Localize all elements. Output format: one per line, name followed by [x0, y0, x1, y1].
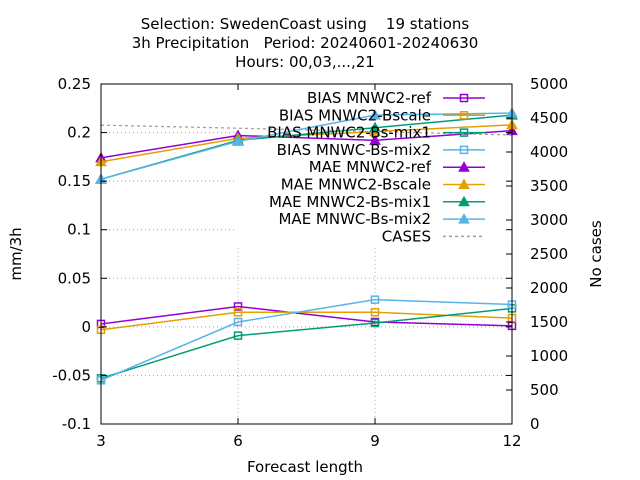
legend-entry: BIAS MNWC-Bs-mix2	[277, 141, 485, 159]
x-axis-label: Forecast length	[247, 458, 363, 476]
series-line	[100, 124, 513, 163]
y2-tick-label: 4000	[530, 143, 568, 161]
series-line	[100, 112, 513, 180]
legend-entry: MAE MNWC2-ref	[309, 158, 485, 176]
legend-marker	[459, 145, 469, 155]
y-tick-label: 0.15	[58, 172, 91, 190]
legend-label: MAE MNWC2-Bs-mix1	[269, 193, 431, 211]
legend-label: MAE MNWC-Bs-mix2	[278, 210, 431, 228]
data-point	[369, 134, 381, 145]
legend-label: BIAS MNWC2-Bscale	[279, 106, 431, 124]
legend-label: BIAS MNWC-Bs-mix2	[277, 141, 431, 159]
y2-tick-label: 0	[530, 415, 540, 433]
data-point	[233, 308, 243, 317]
legend-marker	[458, 195, 470, 207]
title-line-2: 3h Precipitation Period: 20240601-202406…	[131, 34, 479, 52]
y2-tick-label: 1500	[530, 313, 568, 331]
series-line	[100, 298, 513, 381]
legend-entry: MAE MNWC-Bs-mix2	[278, 210, 485, 228]
y-tick-label: 0.25	[58, 75, 91, 93]
y2-tick-label: 1000	[530, 347, 568, 365]
y-tick-label: 0.2	[67, 124, 91, 142]
data-point	[233, 331, 243, 340]
data-point	[369, 109, 381, 120]
y-tick-label: -0.05	[52, 366, 91, 384]
legend-marker	[459, 111, 469, 120]
y2-tick-label: 3000	[530, 211, 568, 229]
y2-tick-label: 3500	[530, 177, 568, 195]
legend-label: CASES	[382, 227, 431, 245]
legend-marker	[459, 93, 469, 103]
y-tick-label: 0	[81, 318, 91, 336]
legend-entry: BIAS MNWC2-Bs-mix1	[267, 124, 485, 142]
legend-marker	[459, 128, 469, 137]
y-tick-label: 0.1	[67, 221, 91, 239]
legend-entry: BIAS MNWC2-Bscale	[279, 106, 485, 124]
y2-tick-label: 500	[530, 381, 559, 399]
y2-axis-label: No cases	[587, 220, 605, 288]
legend-entry: CASES	[382, 227, 485, 245]
legend-marker	[458, 178, 470, 189]
series-line	[100, 129, 513, 159]
series-line	[100, 305, 513, 327]
x-tick-label: 12	[502, 432, 521, 450]
y-tick-label: 0.05	[58, 269, 91, 287]
legend-label: BIAS MNWC2-Bs-mix1	[267, 124, 431, 142]
y-tick-label: -0.1	[62, 415, 91, 433]
legend-label: BIAS MNWC2-ref	[307, 89, 432, 107]
x-tick-label: 6	[233, 432, 243, 450]
series-line	[100, 307, 513, 380]
y-axis-label: mm/3h	[7, 227, 25, 280]
data-point	[370, 308, 380, 317]
legend-label: MAE MNWC2-ref	[309, 158, 432, 176]
legend-entry: BIAS MNWC2-ref	[307, 89, 485, 107]
data-point	[370, 318, 380, 328]
chart-title: Selection: SwedenCoast using 19 stations…	[0, 15, 610, 72]
x-tick-label: 3	[96, 432, 106, 450]
legend-entry: MAE MNWC2-Bscale	[281, 176, 485, 194]
x-tick-label: 9	[370, 432, 380, 450]
data-point	[233, 317, 243, 327]
series-3	[96, 295, 517, 385]
y2-tick-label: 5000	[530, 75, 568, 93]
y2-tick-label: 2500	[530, 245, 568, 263]
axes: -0.1 -0.05 0 0.05 0.1 0.15 0.2 0.25 0 500 1000 1500…	[52, 75, 568, 450]
legend-marker	[458, 213, 470, 224]
data-point	[370, 295, 380, 304]
series-7	[95, 107, 518, 184]
y2-tick-label: 2000	[530, 279, 568, 297]
legend-label: MAE MNWC2-Bscale	[281, 176, 431, 194]
data-point	[233, 302, 243, 311]
y2-tick-label: 4500	[530, 109, 568, 127]
title-line-3: Hours: 00,03,...,21	[235, 53, 375, 71]
data-point	[369, 121, 381, 133]
legend-marker	[458, 161, 470, 172]
series-layer	[95, 107, 518, 385]
title-line-1: Selection: SwedenCoast using 19 stations	[140, 15, 470, 33]
legend-entry: MAE MNWC2-Bs-mix1	[269, 193, 485, 211]
data-point	[232, 135, 244, 146]
